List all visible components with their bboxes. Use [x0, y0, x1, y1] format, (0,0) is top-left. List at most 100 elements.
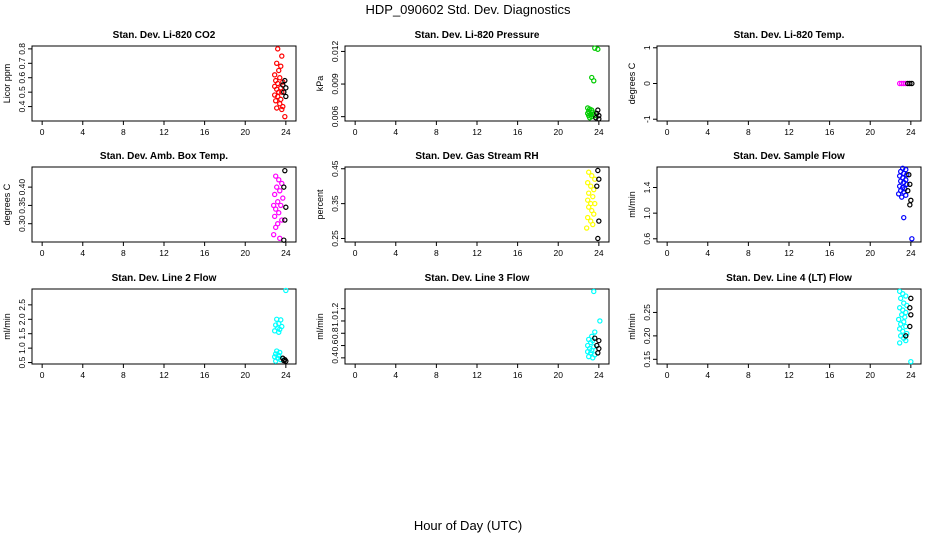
data-point-cyan	[590, 355, 596, 361]
y-axis-label: Licor ppm	[2, 64, 12, 104]
data-point-cyan	[584, 349, 591, 355]
x-tick-label: 0	[665, 248, 670, 258]
plot-frame	[656, 288, 922, 365]
data-point-red	[278, 63, 284, 69]
panel-title: Stan. Dev. Line 2 Flow	[112, 273, 217, 284]
data-point-blue	[895, 191, 902, 197]
data-point-black	[906, 171, 912, 178]
data-point-blue	[904, 171, 910, 178]
data-point-blue	[904, 181, 910, 188]
x-tick-label: 16	[825, 127, 835, 137]
y-tick-label: 0.5	[17, 86, 27, 98]
x-axis-title: Hour of Day (UTC)	[413, 518, 523, 533]
x-tick-label: 24	[594, 127, 604, 137]
plot-frame	[31, 288, 297, 365]
y-tick-label: 1.5	[17, 328, 27, 340]
x-tick-label: 20	[553, 127, 563, 137]
data-point-red	[278, 96, 284, 103]
data-point-cyan	[588, 339, 594, 346]
y-tick-label: 0.012	[330, 41, 340, 63]
data-point-magenta	[272, 173, 279, 179]
data-point-black	[596, 116, 602, 122]
x-tick-label: 0	[353, 248, 358, 258]
data-point-black	[282, 167, 288, 174]
data-point-cyan	[896, 340, 903, 346]
data-point-green	[592, 45, 598, 51]
data-point-black	[593, 115, 599, 121]
y-tick-label: 0.45	[330, 160, 340, 177]
data-point-cyan	[591, 288, 597, 295]
x-tick-label: 8	[746, 370, 751, 380]
data-point-yellow	[585, 204, 592, 210]
data-point-yellow	[584, 197, 591, 203]
y-tick-label: 2.0	[17, 313, 27, 325]
y-tick-label: 2.5	[17, 299, 27, 311]
panel-title: Stan. Dev. Amb. Box Temp.	[100, 151, 228, 162]
y-tick-label: 0.30	[17, 215, 27, 232]
plot-frame	[656, 45, 922, 122]
y-axis-label: percent	[315, 189, 325, 220]
data-point-blue2	[909, 236, 915, 242]
data-point-cyan	[903, 293, 909, 299]
data-point-magenta	[276, 177, 282, 183]
data-point-cyan	[903, 309, 909, 316]
panel-title: Stan. Dev. Li-820 Pressure	[415, 30, 540, 41]
x-tick-label: 12	[159, 127, 169, 137]
data-point-black	[907, 181, 913, 188]
data-point-cyan	[902, 314, 908, 320]
x-tick-label: 0	[353, 127, 358, 137]
x-tick-label: 12	[472, 127, 482, 137]
x-tick-label: 24	[281, 127, 291, 137]
data-point-black	[595, 350, 601, 356]
data-point-yellow	[592, 200, 598, 207]
data-point-cyan	[897, 295, 904, 302]
panel-5: Stan. Dev. Gas Stream RH 0 4 8 12 16 20 24 0.25 0…	[315, 151, 610, 258]
data-point-green	[591, 78, 597, 84]
data-point-cyan	[276, 329, 282, 335]
x-tick-label: 16	[200, 248, 210, 258]
data-point-black	[281, 237, 287, 243]
data-point-black	[909, 80, 915, 87]
y-tick-label: 1.0	[17, 342, 27, 354]
data-point-black	[283, 85, 289, 91]
x-tick-label: 24	[906, 248, 916, 258]
panel-title: Stan. Dev. Sample Flow	[733, 151, 845, 162]
data-point-yellow	[591, 186, 597, 193]
y-tick-label: 0.006	[330, 106, 340, 128]
y-tick-label: 0.4	[330, 352, 340, 364]
data-point-black	[595, 167, 601, 174]
x-tick-label: 24	[594, 370, 604, 380]
data-point-black	[905, 188, 911, 194]
data-point-red	[277, 100, 283, 107]
x-tick-label: 0	[665, 370, 670, 380]
y-tick-label: 0.4	[17, 100, 27, 112]
data-point-red	[275, 80, 281, 87]
panel-9: Stan. Dev. Line 4 (LT) Flow 0 4 8 12 16 20 24 0.…	[627, 273, 922, 380]
data-point-cyan	[908, 358, 914, 365]
data-point-red	[279, 89, 285, 95]
data-point-yellow	[585, 169, 592, 175]
x-tick-label: 16	[513, 127, 523, 137]
data-point-cyan	[900, 328, 906, 334]
x-tick-label: 8	[121, 127, 126, 137]
x-tick-label: 20	[240, 248, 250, 258]
data-point-black	[907, 323, 913, 330]
panel-3: Stan. Dev. Li-820 Temp. 0 4 8 12 16 20 24 -1 0 1 de…	[627, 30, 922, 137]
x-tick-label: 20	[865, 248, 875, 258]
data-point-cyan	[895, 316, 902, 323]
x-tick-label: 0	[40, 248, 45, 258]
x-tick-label: 24	[906, 370, 916, 380]
y-tick-label: 1.0	[642, 207, 652, 219]
data-point-yellow	[590, 221, 596, 228]
data-point-red	[275, 93, 281, 100]
data-point-yellow	[590, 193, 596, 200]
data-point-red	[271, 72, 278, 78]
plot-frame	[656, 166, 922, 243]
plot-frame	[344, 288, 610, 365]
y-tick-label: 0.35	[330, 195, 340, 212]
y-tick-label: 0.20	[642, 327, 652, 344]
x-tick-label: 16	[513, 248, 523, 258]
page-title: HDP_090602 Std. Dev. Diagnostics	[365, 2, 571, 17]
x-tick-label: 16	[200, 370, 210, 380]
